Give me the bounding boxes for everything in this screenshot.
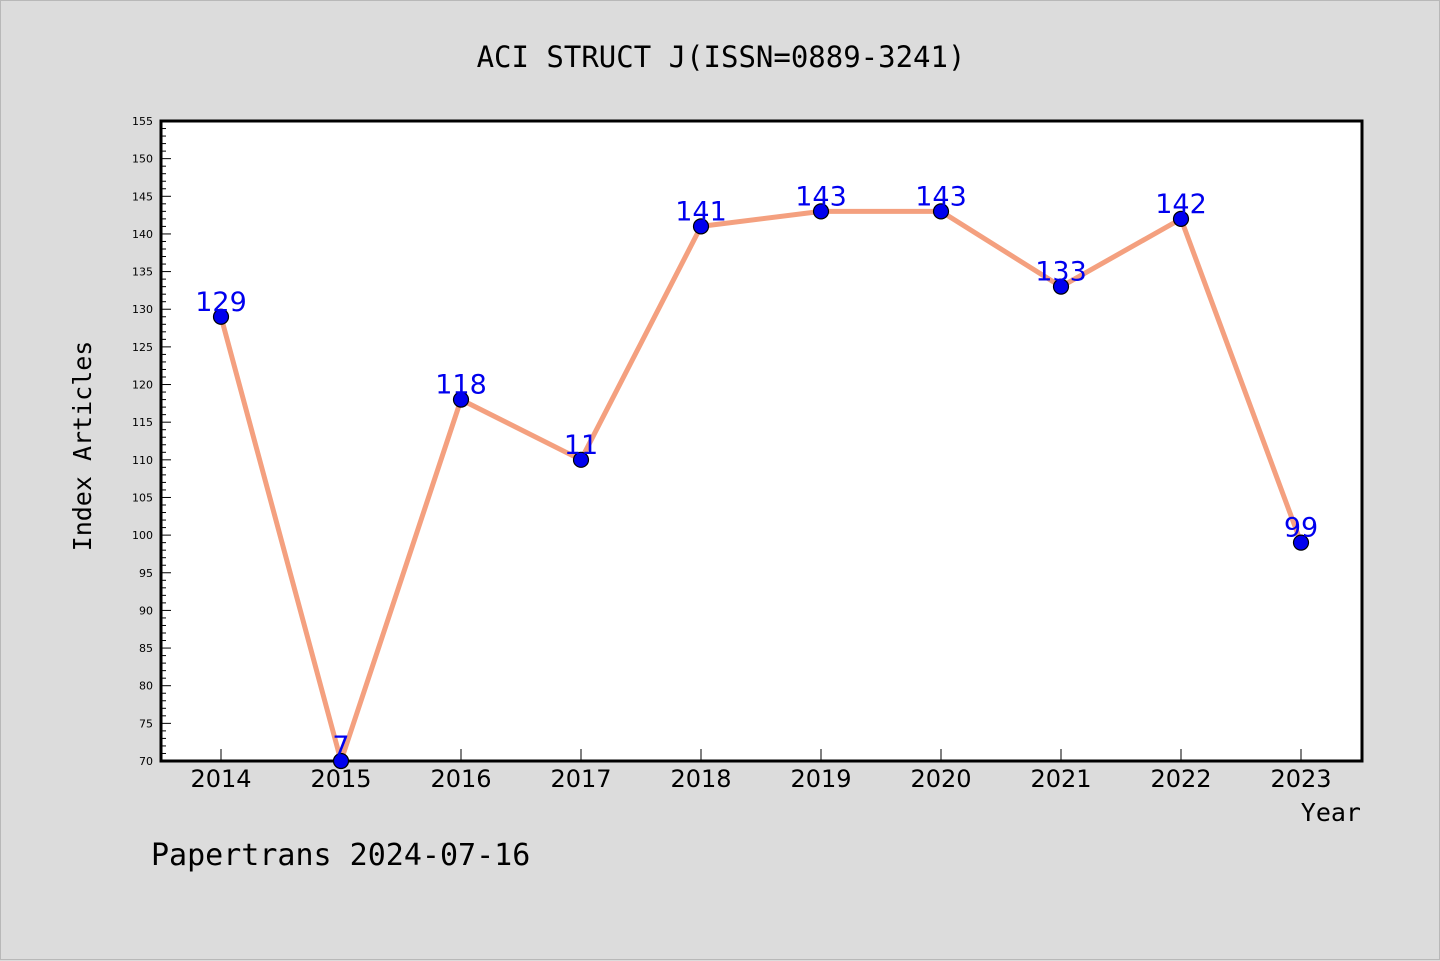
x-tick-label: 2020 [910, 765, 971, 793]
data-point [692, 218, 710, 235]
x-tick-label: 2018 [670, 765, 731, 793]
y-tick-label: 95 [139, 567, 153, 580]
chart-title: ACI STRUCT J(ISSN=0889-3241) [477, 40, 966, 74]
data-point [212, 308, 230, 325]
y-tick-label: 70 [139, 755, 153, 768]
y-tick-label: 85 [139, 642, 153, 655]
y-tick-label: 75 [139, 717, 153, 730]
x-tick-label: 2016 [430, 765, 491, 793]
y-tick-label: 100 [132, 529, 153, 542]
y-tick-label: 145 [132, 190, 153, 203]
x-tick-label: 2015 [310, 765, 371, 793]
series-markers [212, 203, 1310, 770]
y-tick-label: 155 [132, 115, 153, 128]
series-line [218, 208, 1304, 764]
x-tick-label: 2021 [1030, 765, 1091, 793]
y-tick-label: 125 [132, 341, 153, 354]
data-point [812, 203, 830, 220]
data-label: 142 [1155, 189, 1207, 220]
x-tick-label: 2019 [790, 765, 851, 793]
y-tick-label: 120 [132, 379, 153, 392]
x-tick-label: 2023 [1270, 765, 1331, 793]
y-tick-label: 130 [132, 303, 153, 316]
x-tick-label: 2017 [550, 765, 611, 793]
data-point [1172, 210, 1190, 227]
y-tick-label: 105 [132, 491, 153, 504]
x-tick-label: 2014 [190, 765, 251, 793]
data-label: 99 [1284, 513, 1318, 544]
y-axis-label: Index Articles [68, 341, 97, 552]
data-point [1052, 278, 1070, 295]
data-point [932, 203, 950, 220]
series-polyline [218, 208, 1304, 764]
y-tick-label: 80 [139, 680, 153, 693]
data-label: 118 [435, 370, 487, 401]
y-tick-label: 115 [132, 416, 153, 429]
y-tick-label: 135 [132, 266, 153, 279]
data-label: 7 [332, 731, 349, 762]
y-tick-label: 150 [132, 153, 153, 166]
y-tick-label: 110 [132, 454, 153, 467]
x-tick-label: 2022 [1150, 765, 1211, 793]
data-label: 143 [795, 181, 847, 212]
data-label: 143 [915, 181, 967, 212]
data-point [452, 391, 470, 408]
data-point [572, 451, 590, 468]
footer-credit: Papertrans 2024-07-16 [151, 838, 530, 873]
data-label: 11 [564, 430, 598, 461]
x-axis-label: Year [1301, 798, 1361, 827]
data-point [1292, 534, 1310, 551]
y-tick-label: 90 [139, 604, 153, 617]
y-tick-label: 140 [132, 228, 153, 241]
data-point [332, 752, 350, 770]
data-label: 129 [195, 287, 247, 318]
data-label: 141 [675, 196, 727, 227]
data-labels: 129 7 118 11 141 143 143 133 142 99 [195, 181, 1318, 762]
data-label: 133 [1035, 257, 1087, 288]
x-axis: 2014 2015 2016 2017 2018 2019 2020 2021 2022 2023 [190, 749, 1332, 793]
y-axis: 70 75 80 85 90 95 100 105 110 115 120 125 130 135 140 1… [132, 115, 171, 768]
